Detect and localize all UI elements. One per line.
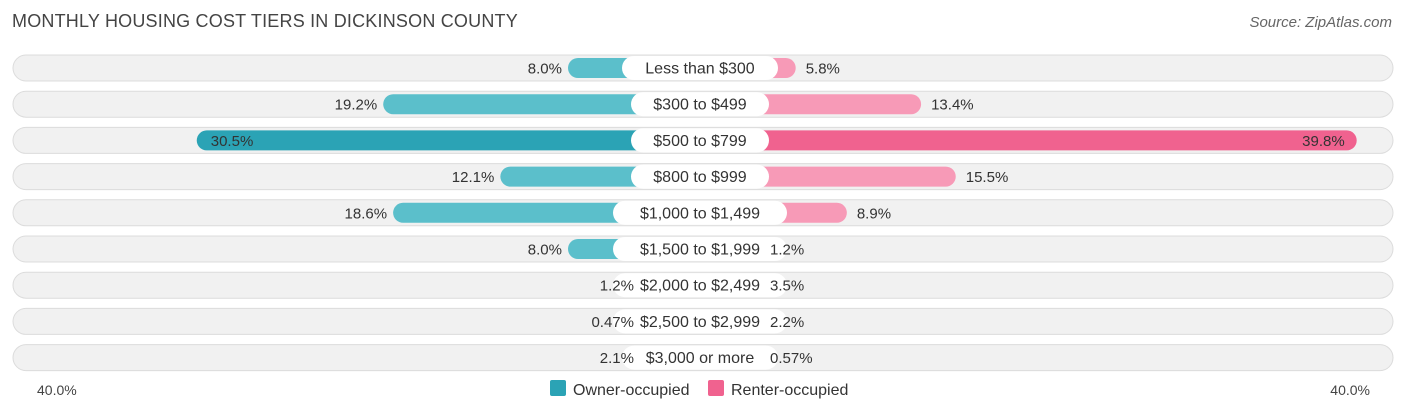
category-label: $1,000 to $1,499	[640, 205, 760, 222]
legend-renter-label: Renter-occupied	[731, 382, 848, 399]
category-label: $1,500 to $1,999	[640, 242, 760, 259]
renter-bar	[690, 130, 1357, 151]
renter-value-label: 15.5%	[966, 169, 1009, 186]
owner-value-label: 8.0%	[528, 61, 562, 78]
chart-row: $3,000 or more 2.1% 0.57%	[12, 344, 1394, 372]
chart-row: $1,500 to $1,999 8.0% 1.2%	[12, 235, 1394, 263]
legend-owner-label: Owner-occupied	[573, 382, 690, 399]
owner-value-label: 2.1%	[600, 350, 634, 367]
renter-value-label: 5.8%	[806, 61, 840, 78]
category-pill	[622, 56, 778, 80]
chart-title: MONTHLY HOUSING COST TIERS IN DICKINSON …	[12, 11, 518, 31]
category-label: Less than $300	[645, 61, 755, 78]
owner-value-label: 1.2%	[600, 278, 634, 295]
owner-value-label: 12.1%	[452, 169, 495, 186]
category-label: $800 to $999	[653, 169, 747, 186]
legend-owner-swatch	[550, 380, 566, 396]
axis-right-label: 40.0%	[1330, 382, 1370, 398]
owner-value-label: 8.0%	[528, 242, 562, 259]
legend-renter-swatch	[708, 380, 724, 396]
owner-value-label: 0.47%	[591, 314, 634, 331]
renter-value-label: 2.2%	[770, 314, 804, 331]
category-label: $500 to $799	[653, 133, 747, 150]
chart-row: $2,000 to $2,499 1.2% 3.5%	[12, 271, 1394, 299]
chart-row: $300 to $499 19.2% 13.4%	[12, 90, 1394, 118]
category-pill	[613, 309, 787, 334]
renter-value-label: 8.9%	[857, 205, 891, 222]
owner-bar	[196, 130, 710, 151]
renter-value-label: 13.4%	[931, 97, 974, 114]
category-label: $3,000 or more	[646, 350, 755, 367]
chart-row: $1,000 to $1,499 18.6% 8.9%	[12, 199, 1394, 227]
category-label: $2,500 to $2,999	[640, 314, 760, 331]
chart-row: $800 to $999 12.1% 15.5%	[12, 163, 1394, 191]
owner-value-label: 19.2%	[335, 97, 378, 114]
chart-row: $2,500 to $2,999 0.47% 2.2%	[12, 307, 1394, 335]
category-label: $2,000 to $2,499	[640, 278, 760, 295]
owner-bar	[383, 94, 710, 115]
legend: Owner-occupied Renter-occupied	[550, 380, 848, 399]
axis-left-label: 40.0%	[37, 382, 77, 398]
category-label: $300 to $499	[653, 97, 747, 114]
chart-row: Less than $300 8.0% 5.8%	[12, 54, 1394, 82]
chart-source: Source: ZipAtlas.com	[1249, 14, 1392, 31]
renter-value-label: 39.8%	[1302, 133, 1345, 150]
renter-value-label: 3.5%	[770, 278, 804, 295]
category-pill	[622, 345, 778, 370]
category-pill	[631, 128, 769, 153]
category-pill	[613, 237, 787, 261]
owner-value-label: 18.6%	[345, 205, 388, 222]
category-pill	[631, 164, 769, 189]
category-pill	[613, 273, 787, 298]
chart-row: $500 to $799 30.5% 39.8%	[12, 126, 1394, 154]
renter-value-label: 0.57%	[770, 350, 813, 367]
owner-value-label: 30.5%	[211, 133, 254, 150]
category-pill	[613, 200, 787, 225]
category-pill	[631, 92, 769, 117]
renter-value-label: 1.2%	[770, 242, 804, 259]
